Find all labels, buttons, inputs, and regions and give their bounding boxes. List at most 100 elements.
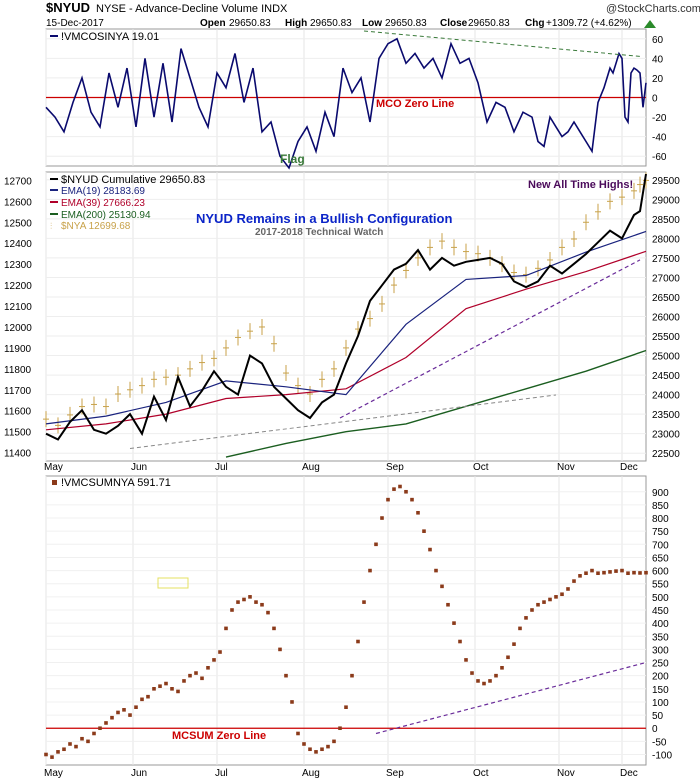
x-tick-label: Jun xyxy=(131,768,147,779)
mcsum-point xyxy=(104,721,108,725)
mcsum-point xyxy=(350,673,354,678)
mcsum-y-tick: 600 xyxy=(652,567,669,578)
legend-mco: !VMCOSINYA 19.01 xyxy=(61,31,159,43)
open-label: Open xyxy=(200,18,226,29)
empty-note-box xyxy=(157,577,189,589)
mcsum-point xyxy=(374,542,378,547)
mcsum-y-tick: 300 xyxy=(652,645,669,656)
nyud-y-tick-right: 27000 xyxy=(652,273,680,284)
mcsum-point xyxy=(584,571,588,576)
mcsum-point xyxy=(290,700,294,704)
mcsum-point xyxy=(212,658,216,662)
mcsum-y-tick: 0 xyxy=(652,724,658,735)
mcsum-point xyxy=(308,747,312,752)
mcsum-y-tick: 650 xyxy=(652,553,669,564)
mcsum-point xyxy=(518,626,522,631)
mcsum-point xyxy=(218,650,222,654)
mcsum-point xyxy=(392,487,396,491)
x-tick-label: Dec xyxy=(620,768,638,779)
mcsum-point xyxy=(530,608,534,612)
mcsum-point xyxy=(410,497,414,502)
mcsum-point xyxy=(272,626,276,631)
mco-y-tick: 40 xyxy=(652,54,664,65)
mcsum-y-tick: 100 xyxy=(652,698,669,709)
mcsum-y-tick: 700 xyxy=(652,540,669,551)
uptrend-line xyxy=(339,259,641,419)
mcsum-point xyxy=(284,673,288,678)
mcsum-point xyxy=(98,726,102,731)
nya-y-tick-left: 12500 xyxy=(4,218,32,229)
mcsum-point xyxy=(236,600,240,604)
mcsum-point xyxy=(344,705,348,709)
mcsum-point xyxy=(248,595,252,599)
mcsum-point xyxy=(224,626,228,631)
mcsum-point xyxy=(644,570,648,575)
stockcharts-brand: @StockCharts.com xyxy=(606,3,700,15)
mcsum-point xyxy=(416,510,420,515)
legend-nya-icon: ⫶ xyxy=(50,221,52,231)
ema39-line xyxy=(45,250,647,431)
mcsum-point xyxy=(524,616,528,620)
mcsum-y-tick: -50 xyxy=(652,737,667,748)
mco-y-tick: 20 xyxy=(652,74,664,85)
nya-y-tick-left: 12600 xyxy=(4,197,32,208)
mcsum-point xyxy=(542,600,546,604)
chart-date: 15-Dec-2017 xyxy=(46,18,104,29)
close-value: 29650.83 xyxy=(468,18,510,29)
new-highs-label: New All Time Highs! xyxy=(528,179,633,191)
close-label: Close xyxy=(440,18,468,29)
mcsum-point xyxy=(146,694,150,699)
mcsum-point xyxy=(398,484,402,489)
nyud-y-tick-right: 22500 xyxy=(652,449,680,460)
mcsum-point xyxy=(260,602,264,607)
mcsum-point xyxy=(512,642,516,646)
mcsum-point xyxy=(476,679,480,683)
mcsum-point xyxy=(86,739,90,744)
mcsum-point xyxy=(608,570,612,574)
mcsum-point xyxy=(578,574,582,578)
mcsum-point xyxy=(590,568,594,573)
nya-y-tick-left: 12000 xyxy=(4,323,32,334)
mcsum-point xyxy=(638,571,642,575)
nya-y-tick-left: 12400 xyxy=(4,239,32,250)
mcsum-point xyxy=(62,747,66,752)
mcsum-point xyxy=(74,744,78,749)
mcsum-point xyxy=(488,679,492,683)
mcsum-point xyxy=(356,639,360,644)
mco-y-tick: -60 xyxy=(652,152,667,163)
legend-ema19: EMA(19) 28183.69 xyxy=(61,186,145,197)
mcsum-point xyxy=(566,587,570,591)
mcsum-y-tick: 150 xyxy=(652,685,669,696)
mcsum-point xyxy=(206,665,210,670)
high-label: High xyxy=(285,18,307,29)
mcsum-point xyxy=(158,684,162,688)
mcsum-point xyxy=(572,579,576,583)
mcsum-point xyxy=(470,671,474,675)
chg-value: +1309.72 (+4.62%) xyxy=(546,18,632,29)
mcsum-point xyxy=(230,608,234,612)
x-tick-label: Sep xyxy=(386,768,404,779)
legend-ema200: EMA(200) 25130.94 xyxy=(61,210,151,221)
mcsum-point xyxy=(314,750,318,754)
x-tick-label: Aug xyxy=(302,462,320,473)
mcsum-point xyxy=(368,568,372,573)
panel-mcsum-frame xyxy=(45,475,647,766)
nyud-headline: NYUD Remains in a Bullish Configuration xyxy=(196,211,452,226)
mcsum-y-tick: 750 xyxy=(652,527,669,538)
legend-nyud: $NYUD Cumulative 29650.83 xyxy=(61,174,205,186)
lower-trendline xyxy=(129,394,557,449)
nya-y-tick-left: 12100 xyxy=(4,302,32,313)
mcsum-point xyxy=(302,742,306,746)
mcsum-point xyxy=(602,570,606,575)
mcsum-point xyxy=(548,597,552,602)
mcsum-point xyxy=(128,713,132,717)
mcsum-point xyxy=(92,731,96,736)
nyud-y-tick-right: 29000 xyxy=(652,195,680,206)
mcsum-point xyxy=(194,671,198,675)
nyud-y-tick-right: 28000 xyxy=(652,234,680,245)
mco-y-tick: -40 xyxy=(652,133,667,144)
mcsum-point xyxy=(152,687,156,691)
mcsum-point xyxy=(452,621,456,625)
x-tick-label: Jul xyxy=(215,462,228,473)
